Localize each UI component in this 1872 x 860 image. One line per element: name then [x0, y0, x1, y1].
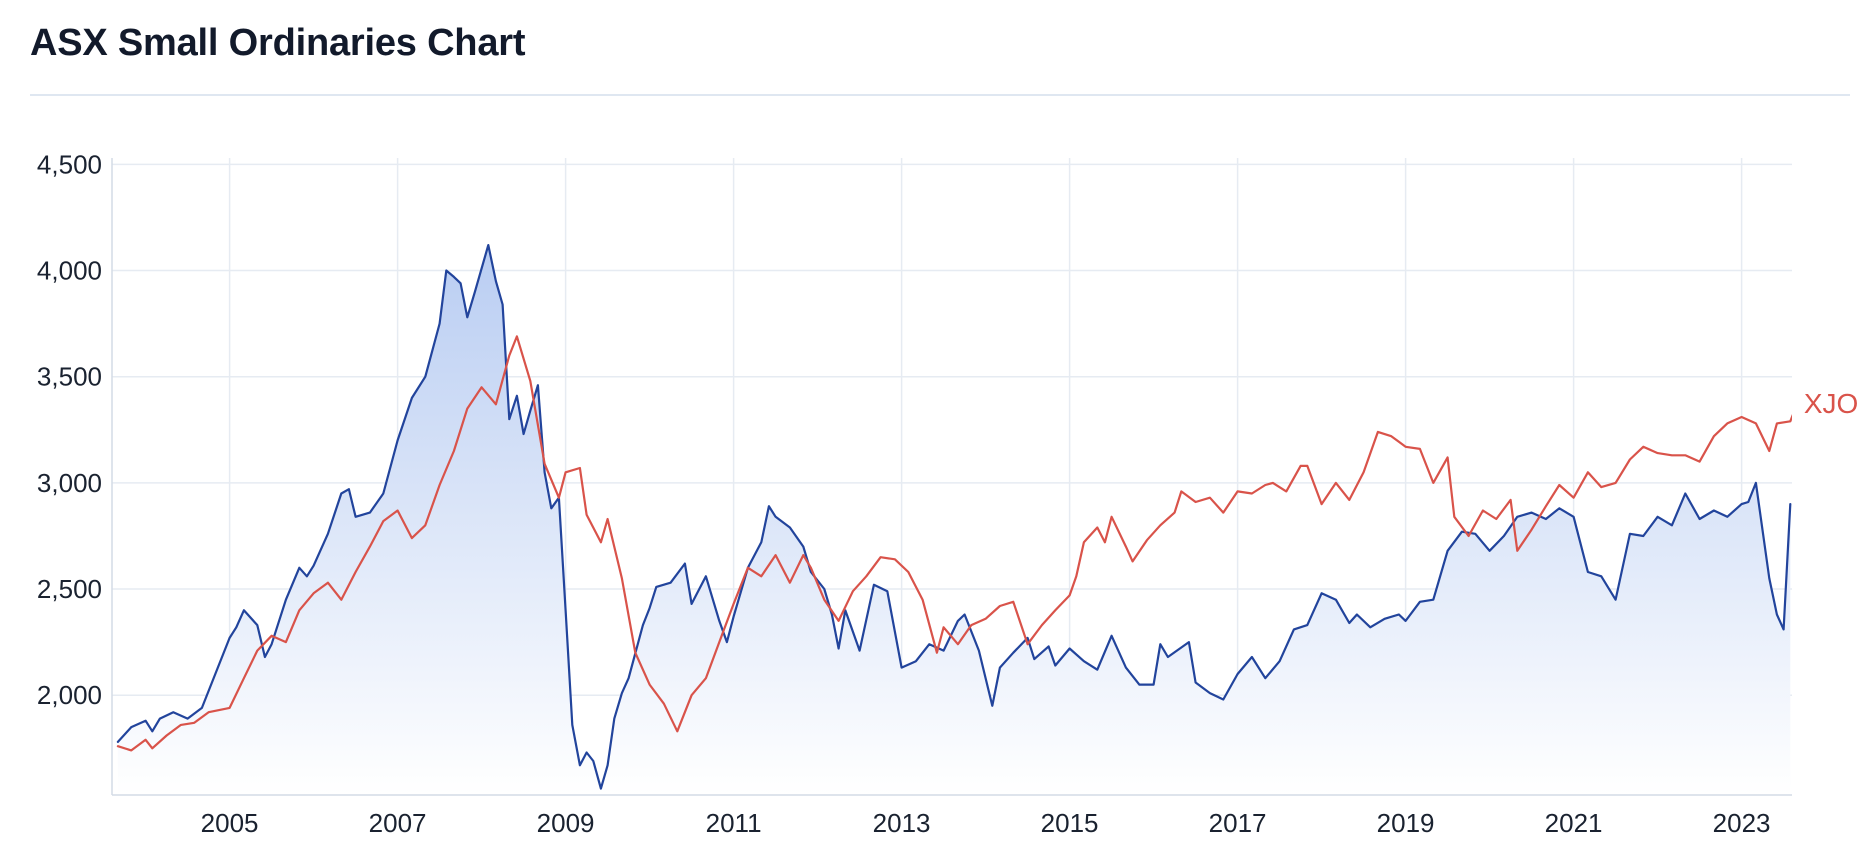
x-tick-label: 2015 — [1041, 808, 1099, 838]
chart-header: ASX Small Ordinaries Chart — [30, 0, 1850, 96]
x-tick-label: 2011 — [706, 808, 762, 838]
series-line-index — [116, 244, 1792, 790]
x-tick-label: 2019 — [1377, 808, 1435, 838]
plot-area — [117, 245, 1791, 796]
series-labels: XJO — [1804, 388, 1858, 419]
x-tick-label: 2023 — [1713, 808, 1771, 838]
y-tick-label: 3,000 — [37, 468, 102, 498]
page-title: ASX Small Ordinaries Chart — [30, 22, 526, 64]
y-tick-label: 2,000 — [37, 680, 102, 710]
x-tick-label: 2007 — [369, 808, 427, 838]
x-tick-label: 2005 — [201, 808, 259, 838]
x-tick-label: 2017 — [1209, 808, 1267, 838]
plot-lines — [116, 244, 1792, 790]
axes: 2,000 2,500 3,000 3,500 4,000 4,500 2005 2007 20… — [37, 149, 1792, 838]
x-tick-label: 2013 — [873, 808, 931, 838]
series-label-xjo: XJO — [1804, 388, 1858, 419]
y-tick-label: 3,500 — [37, 362, 102, 392]
y-tick-label: 4,500 — [37, 149, 102, 179]
series-line-xjo — [116, 335, 1792, 752]
y-tick-label: 2,500 — [37, 574, 102, 604]
x-tick-label: 2009 — [537, 808, 595, 838]
series-area-fill — [117, 245, 1791, 796]
x-tick-label: 2021 — [1545, 808, 1603, 838]
y-tick-label: 4,000 — [37, 256, 102, 286]
